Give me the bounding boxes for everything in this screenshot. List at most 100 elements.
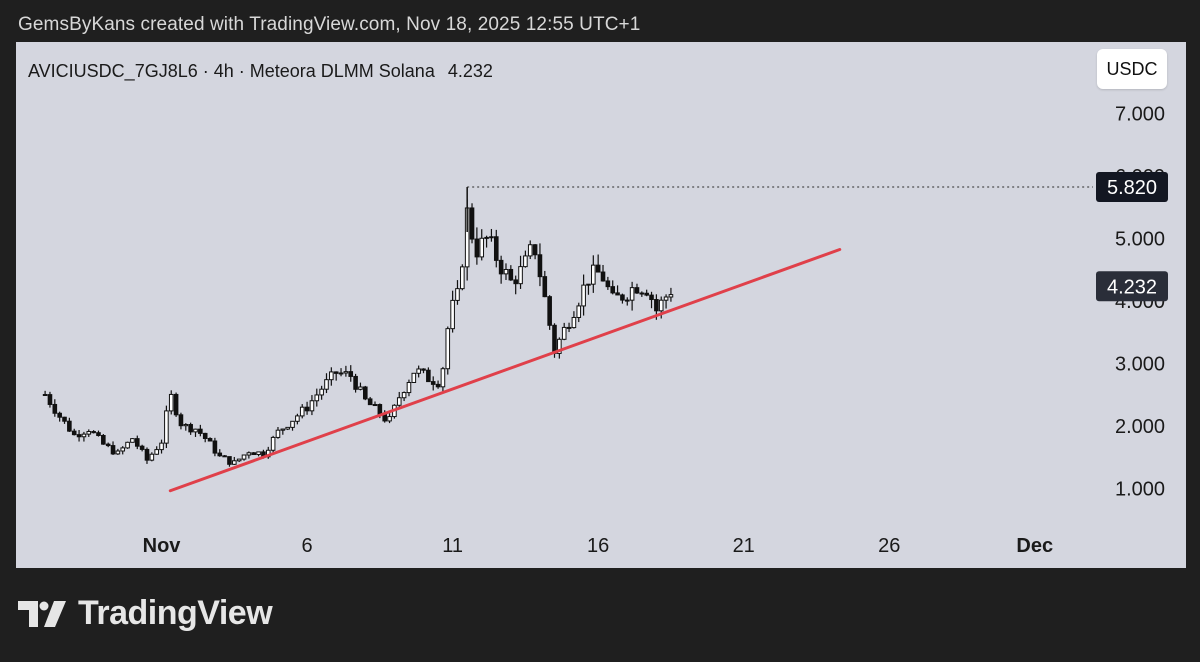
- candle-body: [484, 236, 489, 239]
- candle-body: [285, 426, 290, 430]
- x-tick-label: 21: [733, 535, 755, 557]
- candle-body: [304, 406, 310, 412]
- candle-body: [406, 381, 412, 394]
- candle-body: [130, 438, 135, 443]
- candle-body: [493, 236, 499, 261]
- candle-body: [290, 420, 295, 428]
- candle-body: [338, 372, 344, 375]
- candle-body: [47, 394, 53, 405]
- candle-body: [62, 416, 67, 422]
- candle-body: [634, 287, 640, 294]
- support-trendline: [168, 248, 842, 493]
- candle-body: [275, 429, 281, 438]
- candle-body: [120, 447, 126, 452]
- candle-body: [445, 328, 451, 370]
- currency-button[interactable]: USDC: [1097, 49, 1167, 89]
- last-price-tag: [1096, 271, 1168, 302]
- candle-body: [110, 445, 116, 455]
- candle-body: [71, 430, 77, 436]
- candle-body: [455, 288, 460, 301]
- candle-body: [668, 294, 674, 298]
- y-tick-label: 2.000: [1115, 416, 1165, 438]
- candle-body: [57, 412, 62, 418]
- candle-body: [362, 386, 368, 400]
- candle-body: [396, 397, 402, 406]
- candle-body: [125, 441, 130, 449]
- candle-body: [154, 449, 159, 455]
- candle-body: [372, 404, 378, 407]
- x-tick-label: 26: [878, 535, 900, 557]
- candle-body: [411, 372, 417, 383]
- candle-body: [416, 368, 421, 374]
- candle-body: [489, 236, 494, 239]
- candle-body: [134, 438, 140, 447]
- candle-body: [217, 452, 223, 457]
- candle-body: [624, 299, 630, 302]
- candle-body: [241, 454, 247, 460]
- tradingview-logo-icon: [18, 600, 66, 627]
- candle-body: [81, 433, 87, 438]
- candle-body: [358, 386, 363, 390]
- candle-body: [649, 294, 654, 301]
- candle-body: [610, 286, 616, 294]
- candle-body: [232, 460, 237, 465]
- candle-body: [76, 434, 82, 438]
- y-tick-label: 7.000: [1115, 103, 1165, 125]
- candle-body: [202, 432, 208, 439]
- candle-body: [270, 436, 276, 451]
- candle-body: [251, 452, 257, 456]
- candle-body: [440, 368, 446, 388]
- candle-body: [460, 266, 465, 290]
- candle-body: [309, 400, 315, 412]
- candle-body: [246, 452, 252, 456]
- y-tick-label: 3.000: [1115, 353, 1165, 375]
- candle-body: [52, 403, 58, 414]
- candle-body: [591, 264, 596, 285]
- candle-body: [629, 287, 635, 301]
- candle-body: [518, 266, 523, 285]
- candle-body: [295, 415, 300, 422]
- candle-body: [115, 450, 121, 455]
- candle-body: [193, 428, 198, 433]
- candle-body: [173, 393, 179, 416]
- candle-body: [343, 371, 349, 374]
- chart-title: AVICIUSDC_7GJ8L6 · 4h · Meteora DLMM Sol…: [28, 61, 493, 82]
- high-price-text: 5.820: [1107, 177, 1157, 199]
- candle-body: [508, 268, 514, 281]
- candle-body: [571, 316, 577, 329]
- candle-body: [620, 294, 625, 301]
- high-price-tag: [1096, 172, 1168, 202]
- candle-body: [552, 324, 557, 354]
- candle-body: [256, 451, 261, 456]
- candle-body: [615, 292, 620, 296]
- x-tick-label: Nov: [143, 535, 182, 557]
- x-tick-label: 6: [302, 535, 313, 557]
- candle-body: [469, 207, 475, 240]
- candle-body: [105, 443, 111, 447]
- candle-body: [91, 431, 96, 434]
- candle-body: [348, 371, 354, 377]
- candle-body: [280, 428, 286, 431]
- symbol-label: AVICIUSDC_7GJ8L6 · 4h · Meteora DLMM Sol…: [28, 61, 435, 81]
- candle-body: [503, 268, 509, 275]
- candle-body: [159, 442, 164, 451]
- candle-body: [149, 453, 155, 461]
- y-tick-label: 5.000: [1115, 228, 1165, 250]
- candle-body: [658, 299, 664, 312]
- candle-body: [314, 394, 320, 402]
- candle-body: [654, 299, 659, 312]
- candle-body: [527, 244, 533, 257]
- candle-body: [644, 292, 649, 296]
- candle-body: [319, 388, 324, 396]
- y-tick-label: 1.000: [1115, 478, 1165, 500]
- candle-body: [474, 238, 480, 258]
- candle-body: [639, 292, 645, 295]
- candle-body: [42, 394, 48, 396]
- candle-body: [586, 283, 591, 286]
- candle-body: [513, 279, 518, 285]
- last-price-text: 4.232: [1107, 276, 1157, 298]
- candle-body: [353, 375, 358, 390]
- candle-body: [164, 410, 169, 444]
- brand: TradingView: [18, 594, 273, 633]
- candle-body: [561, 326, 567, 340]
